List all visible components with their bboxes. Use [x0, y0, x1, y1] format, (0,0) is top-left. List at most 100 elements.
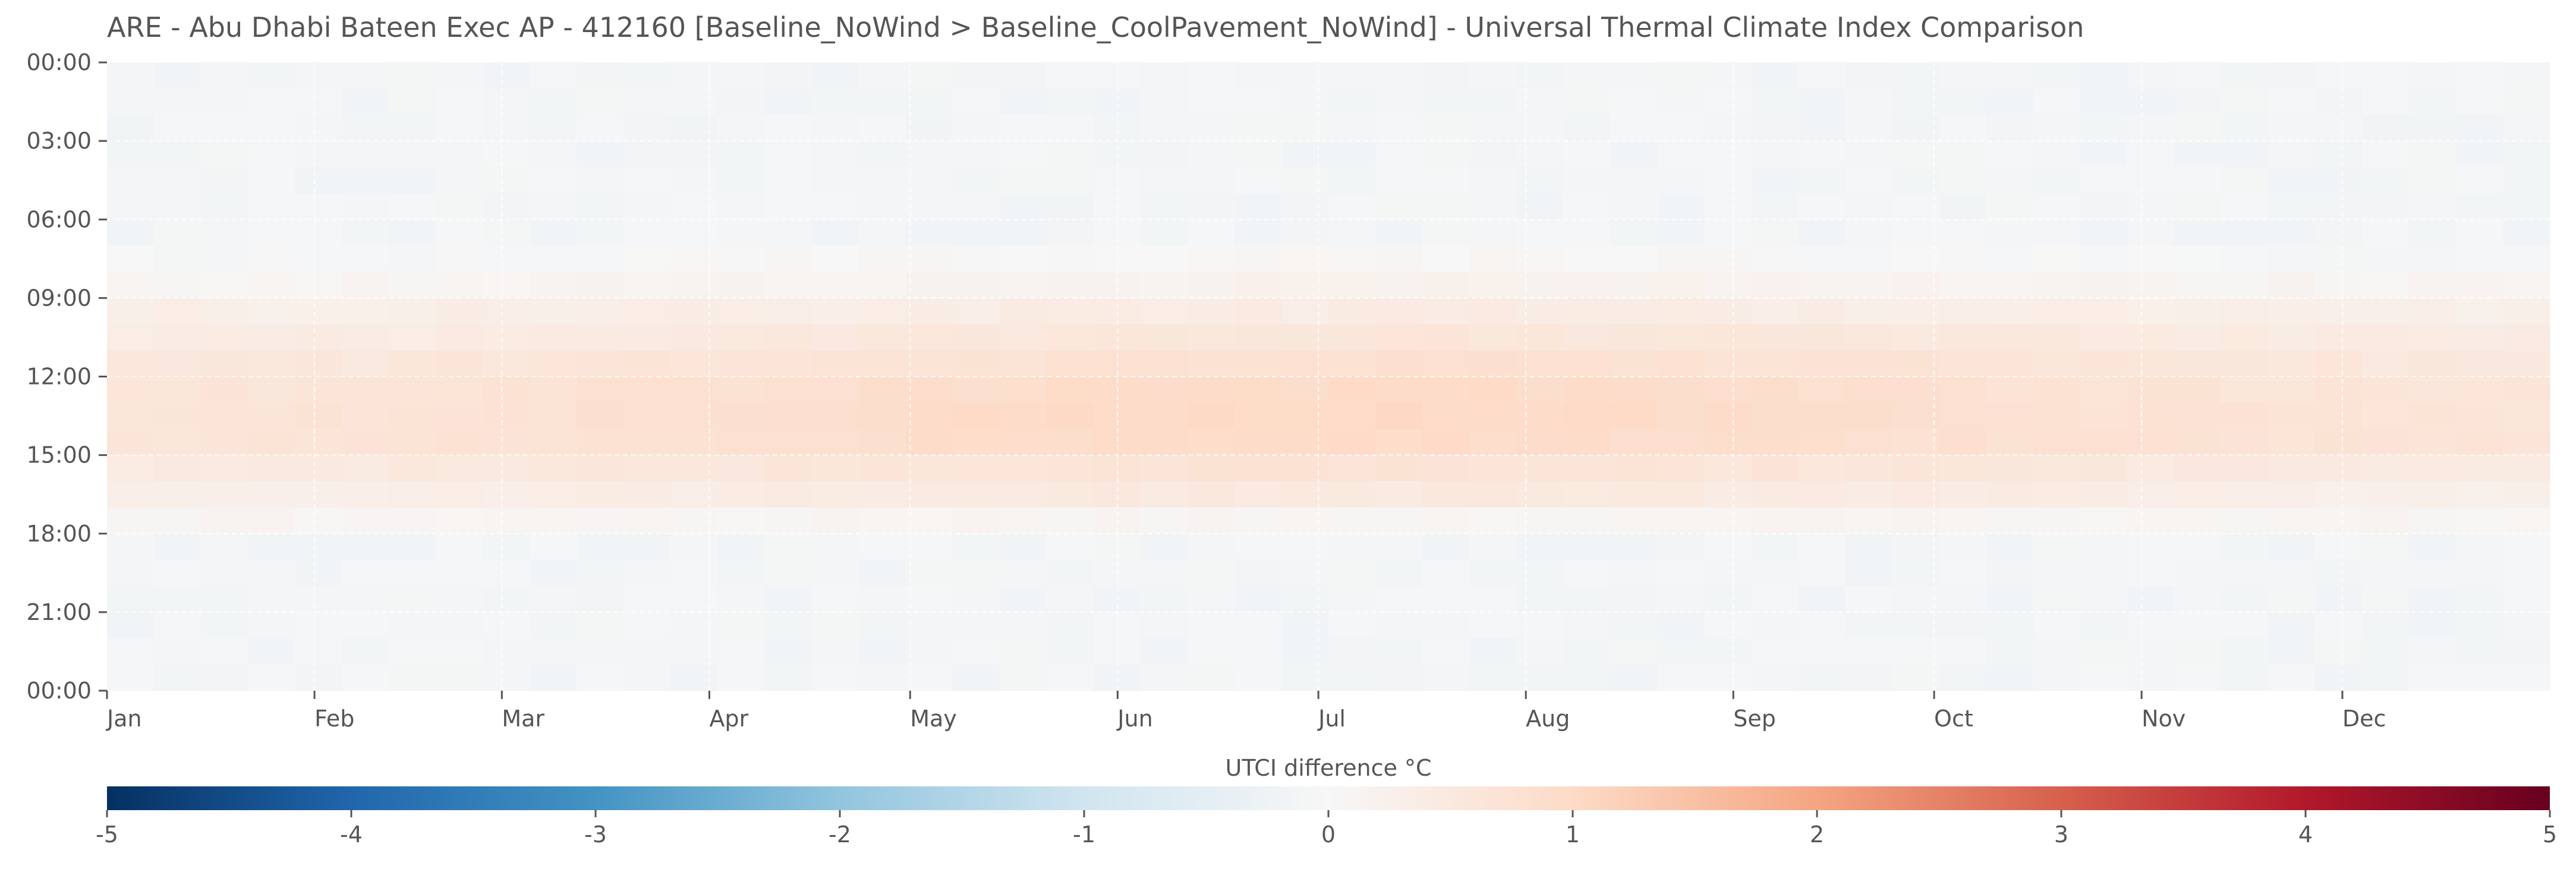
heatmap-cell	[1657, 376, 1705, 404]
heatmap-cell	[717, 324, 766, 351]
heatmap-cell	[905, 402, 953, 430]
heatmap-cell	[952, 115, 1000, 141]
heatmap-cell	[295, 638, 342, 665]
heatmap-cell	[295, 193, 342, 220]
heatmap-cell	[1657, 193, 1705, 220]
heatmap-cell	[201, 141, 248, 168]
heatmap-cell	[1281, 612, 1329, 639]
heatmap-cell	[764, 324, 813, 351]
heatmap-cell	[248, 89, 295, 115]
heatmap-cell	[577, 638, 625, 665]
heatmap-cell	[1046, 664, 1094, 691]
heatmap-cell	[1375, 455, 1423, 482]
heatmap-cell	[999, 612, 1047, 639]
heatmap-cell	[1610, 533, 1658, 561]
heatmap-cell	[1187, 115, 1235, 141]
heatmap-cell	[1375, 298, 1423, 325]
heatmap-cell	[342, 245, 389, 272]
heatmap-cell	[858, 402, 906, 430]
heatmap-cell	[1845, 612, 1893, 639]
heatmap-cell	[1704, 481, 1752, 508]
heatmap-cell	[2033, 559, 2081, 587]
heatmap-cell	[999, 350, 1047, 377]
heatmap-cell	[1422, 272, 1470, 298]
heatmap-cell	[201, 533, 248, 561]
heatmap-cell	[1187, 193, 1235, 220]
heatmap-cell	[1751, 89, 1799, 115]
heatmap-cell	[577, 89, 625, 115]
heatmap-cell	[1657, 507, 1705, 534]
heatmap-cell	[248, 612, 295, 639]
heatmap-cell	[1939, 533, 1987, 561]
heatmap-cell	[2314, 664, 2363, 691]
heatmap-cell	[670, 429, 719, 456]
heatmap-cell	[1469, 507, 1517, 534]
heatmap-cell	[858, 89, 906, 115]
colorbar-tick-label: -5	[96, 821, 118, 848]
heatmap-cell	[2080, 376, 2128, 404]
heatmap-cell	[436, 455, 483, 482]
heatmap-cell	[483, 141, 530, 168]
heatmap-cell	[1187, 219, 1235, 246]
heatmap-cell	[1563, 455, 1611, 482]
heatmap-cell	[1986, 376, 2034, 404]
heatmap-cell	[1234, 324, 1282, 351]
heatmap-cell	[2455, 612, 2503, 639]
heatmap-cell	[2455, 350, 2503, 377]
heatmap-cell	[2174, 664, 2222, 691]
heatmap-cell	[1469, 245, 1517, 272]
heatmap-cell	[905, 219, 953, 246]
heatmap-cell	[764, 455, 813, 482]
heatmap-cell	[1798, 507, 1846, 534]
heatmap-cell	[436, 350, 483, 377]
heatmap-cell	[201, 402, 248, 430]
heatmap-cell	[2361, 585, 2410, 613]
heatmap-cell	[201, 272, 248, 298]
heatmap-cell	[2174, 559, 2222, 587]
heatmap-cell	[858, 219, 906, 246]
heatmap-cell	[295, 350, 342, 377]
heatmap-cell	[295, 455, 342, 482]
heatmap-cell	[1422, 429, 1470, 456]
heatmap-cell	[1610, 612, 1658, 639]
heatmap-cell	[905, 664, 953, 691]
heatmap-cell	[1046, 481, 1094, 508]
heatmap-cell	[905, 272, 953, 298]
heatmap-cell	[1046, 612, 1094, 639]
heatmap-cell	[2033, 324, 2081, 351]
heatmap-cell	[1704, 507, 1752, 534]
heatmap-cell	[1845, 585, 1893, 613]
heatmap-cell	[2408, 167, 2457, 194]
heatmap-cell	[1281, 245, 1329, 272]
heatmap-cell	[999, 245, 1047, 272]
x-tick-label: Jun	[1116, 706, 1152, 732]
heatmap-cell	[436, 664, 483, 691]
heatmap-cell	[1516, 167, 1564, 194]
heatmap-cell	[905, 429, 953, 456]
heatmap-cell	[1563, 219, 1611, 246]
heatmap-cell	[858, 481, 906, 508]
heatmap-cell	[1046, 429, 1094, 456]
heatmap-cell	[717, 62, 766, 89]
heatmap-cell	[811, 533, 859, 561]
heatmap-cell	[530, 89, 577, 115]
heatmap-cell	[2174, 193, 2222, 220]
heatmap-cell	[1939, 376, 1987, 404]
heatmap-cell	[623, 559, 672, 587]
heatmap-cell	[764, 167, 813, 194]
heatmap-cell	[295, 272, 342, 298]
heatmap-cell	[2502, 141, 2550, 168]
heatmap-cell	[2361, 245, 2410, 272]
heatmap-cell	[2127, 612, 2175, 639]
heatmap-cell	[1939, 141, 1987, 168]
heatmap-cell	[2455, 193, 2503, 220]
heatmap-cell	[2455, 219, 2503, 246]
heatmap-cell	[670, 115, 719, 141]
heatmap-cell	[1610, 89, 1658, 115]
heatmap-cell	[1939, 89, 1987, 115]
heatmap-cell	[342, 376, 389, 404]
heatmap-cell	[1798, 324, 1846, 351]
heatmap-cell	[577, 507, 625, 534]
heatmap-cell	[2174, 272, 2222, 298]
heatmap-cell	[1986, 62, 2034, 89]
